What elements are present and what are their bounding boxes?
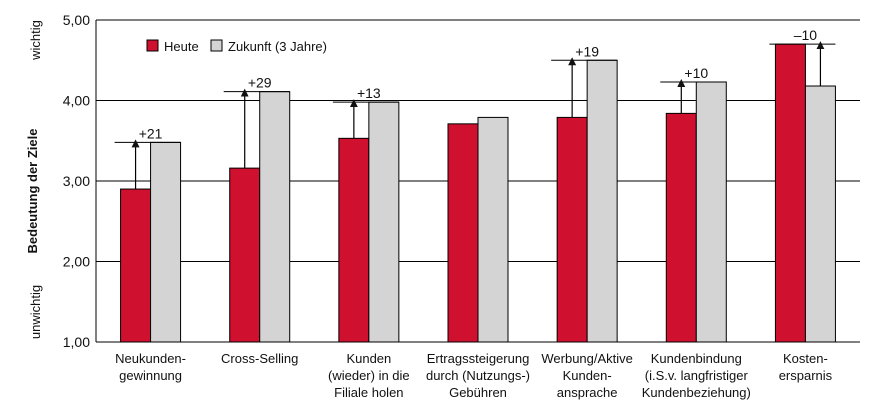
bar-zukunft [259,91,291,343]
bar-zukunft [586,59,618,343]
x-category-label: Neukunden-gewinnung [115,351,186,383]
legend: Heute Zukunft (3 Jahre) [146,39,327,54]
y-tick-label: 2,00 [63,254,90,270]
change-label: +19 [575,43,599,59]
bars [120,43,836,343]
change-label: +21 [139,125,163,141]
x-category-label-line: Kunden [346,351,391,366]
x-category-label-line: ersparnis [779,368,833,383]
bar-heute [665,112,697,343]
bar-heute [120,188,152,343]
bar-zukunft [368,101,400,343]
x-category-label: Werbung/Aktive Kunden-ansprache [541,351,633,400]
x-category-label: Kundenbindung (i.S.v. langfristiger Kunden… [642,351,751,400]
x-category-label-line: Werbung/Aktive [541,351,633,366]
bar-heute [556,116,588,343]
x-category-label-line: Ertragssteigerung [427,351,530,366]
x-category-label-line: (wieder) in die [328,368,410,383]
x-category-label-line: Kunden- [563,368,612,383]
y-axis-title: Bedeutung der Ziele [25,129,40,254]
change-label: +29 [248,75,272,91]
x-category-label: Kosten-ersparnis [779,351,833,383]
y-annotation-top: wichtig [28,20,43,61]
bar-zukunft [477,116,509,343]
x-category-label-line: Neukunden- [115,351,186,366]
legend-label: Zukunft (3 Jahre) [228,39,327,54]
legend-label: Heute [164,39,199,54]
x-category-label-line: Kundenbeziehung) [642,385,751,400]
x-category-label-line: gewinnung [119,368,182,383]
x-category-label-line: Kosten- [783,351,828,366]
legend-swatch [146,39,159,52]
legend-swatch [210,39,223,52]
x-category-label-line: Kundenbindung [651,351,742,366]
x-category-label: Kunden (wieder) in die Filiale holen [328,351,410,400]
x-category-label-line: durch (Nutzungs-) [426,368,530,383]
x-category-label-line: ansprache [557,385,618,400]
x-category-label-line: (i.S.v. langfristiger [645,368,749,383]
x-category-label: Ertragssteigerung durch (Nutzungs-) Gebühr… [426,351,530,400]
axes: 1,00 2,00 3,00 4,00 5,00 Bedeutung der Ziele w… [25,12,860,400]
bar-zukunft [695,81,727,343]
bar-zukunft [804,85,836,343]
bar-heute [229,167,261,343]
y-annotation-bottom: unwichtig [28,285,43,339]
y-tick-label: 4,00 [63,93,90,109]
change-annotations: +21 +29 +13 +19 +10 –10 [114,27,836,190]
x-category-label-line: Filiale holen [334,385,403,400]
x-category-label: Cross-Selling [221,351,298,366]
bar-heute [338,137,370,343]
bar-heute [447,123,479,343]
change-label: +10 [684,65,708,81]
change-label: –10 [794,27,818,43]
change-label: +13 [357,85,381,101]
y-tick-label: 3,00 [63,173,90,189]
y-tick-label: 5,00 [63,12,90,28]
bar-zukunft [150,141,182,343]
x-category-label-line: Gebühren [449,385,507,400]
y-tick-label: 1,00 [63,334,90,350]
x-category-label-line: Cross-Selling [221,351,298,366]
bar-heute [774,43,806,343]
